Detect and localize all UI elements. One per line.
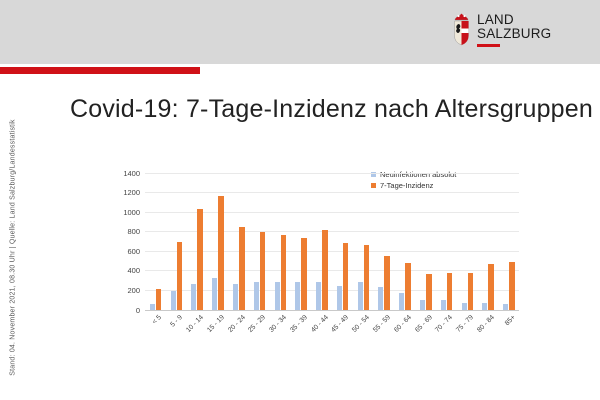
salzburg-crest-icon: [454, 13, 469, 46]
bar-neuinfektionen-9: [336, 285, 342, 310]
bar-inzidenz-11: [384, 256, 390, 310]
bar-inzidenz-1: [176, 241, 183, 310]
y-axis-tick-label: 0: [135, 305, 140, 315]
y-axis-tick-label: 1400: [123, 168, 140, 178]
bar-neuinfektionen-10: [357, 282, 363, 310]
legend-label: Neuinfektionen absolut: [380, 170, 457, 179]
legend-swatch-blue: [371, 172, 376, 177]
bar-neuinfektionen-6: [274, 281, 280, 310]
bar-neuinfektionen-4: [233, 284, 238, 310]
y-axis-tick-label: 400: [127, 266, 140, 276]
y-axis-tick-label: 200: [127, 285, 140, 295]
bar-inzidenz-17: [509, 261, 515, 310]
gridline: [145, 250, 519, 252]
bar-neuinfektionen-12: [399, 293, 405, 310]
logo-line1: LAND: [477, 12, 514, 27]
bar-neuinfektionen-11: [378, 287, 384, 310]
bar-neuinfektionen-5: [253, 282, 259, 310]
bar-neuinfektionen-13: [420, 300, 425, 310]
legend-item-inzidenz: 7-Tage-Inzidenz: [371, 181, 456, 190]
bar-neuinfektionen-8: [316, 281, 322, 310]
page-title: Covid-19: 7-Tage-Inzidenz nach Altersgru…: [70, 95, 593, 123]
bar-neuinfektionen-3: [212, 278, 218, 310]
logo-underline: [477, 44, 500, 47]
legend-swatch-orange: [371, 183, 376, 188]
bar-inzidenz-2: [197, 209, 203, 310]
bar-neuinfektionen-1: [170, 291, 176, 310]
bar-inzidenz-15: [467, 273, 474, 310]
bar-inzidenz-3: [218, 195, 224, 310]
legend-item-neuinfektionen: Neuinfektionen absolut: [371, 170, 456, 179]
y-axis-tick-label: 600: [127, 246, 140, 256]
gridline: [145, 289, 519, 291]
land-salzburg-logo: LAND SALZBURG: [453, 13, 551, 47]
source-side-note: Stand: 04. November 2021, 08.30 Uhr | Qu…: [9, 119, 17, 376]
y-axis-tick-label: 1200: [123, 188, 140, 198]
y-axis-tick-label: 800: [127, 227, 140, 237]
y-axis-tick-label: 1000: [123, 207, 140, 217]
bar-neuinfektionen-16: [482, 303, 488, 310]
bar-inzidenz-4: [239, 226, 245, 310]
gridline: [145, 270, 519, 272]
bar-inzidenz-13: [426, 274, 432, 310]
bar-neuinfektionen-2: [191, 283, 197, 310]
bar-inzidenz-14: [446, 272, 453, 310]
gridline: [145, 309, 519, 311]
bar-neuinfektionen-7: [295, 282, 301, 310]
bar-neuinfektionen-15: [461, 302, 467, 310]
gridline: [145, 192, 519, 194]
bar-inzidenz-8: [322, 229, 328, 310]
bar-inzidenz-10: [363, 244, 370, 310]
bar-neuinfektionen-17: [503, 304, 509, 310]
gridline: [145, 172, 519, 174]
logo-text: LAND SALZBURG: [477, 13, 551, 47]
bar-inzidenz-5: [259, 231, 266, 310]
header-band: LAND SALZBURG: [0, 0, 600, 64]
chart-legend: Neuinfektionen absolut 7-Tage-Inzidenz: [371, 170, 456, 192]
bar-inzidenz-7: [301, 237, 307, 310]
bar-inzidenz-16: [488, 264, 494, 310]
red-accent-bar: [0, 67, 200, 74]
bar-neuinfektionen-0: [149, 304, 155, 310]
bar-inzidenz-6: [280, 235, 287, 310]
gridline: [145, 211, 519, 213]
bar-inzidenz-9: [342, 243, 349, 310]
gridline: [145, 231, 519, 233]
bar-neuinfektionen-14: [440, 300, 446, 310]
bar-inzidenz-12: [405, 262, 411, 310]
bar-inzidenz-0: [155, 289, 162, 310]
logo-line2: SALZBURG: [477, 26, 552, 41]
legend-label: 7-Tage-Inzidenz: [380, 181, 434, 190]
